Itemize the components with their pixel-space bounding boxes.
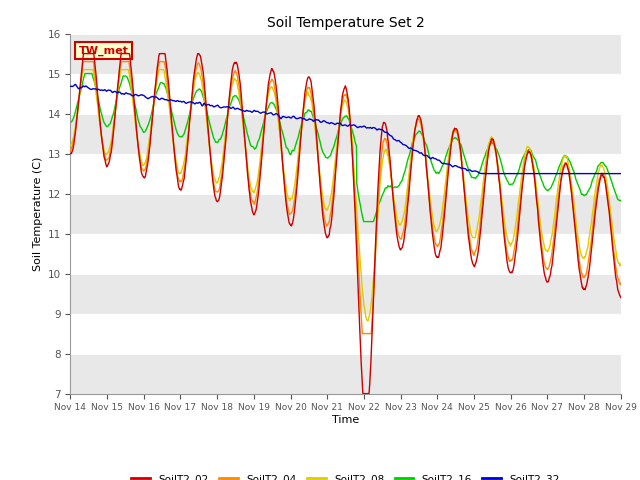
SoilT2_04 [95,107,102,113]
Bar [70,73,621,114]
SoilT2_08 [320,199,328,205]
Bar [70,154,621,193]
SoilT2_32 [95,86,102,92]
SoilT2_04 [602,180,609,186]
SoilT2_02 [335,135,342,141]
Bar [70,193,621,234]
SoilT2_04 [320,211,328,216]
Text: TW_met: TW_met [79,46,129,56]
Bar [70,274,621,313]
Bar [70,234,621,274]
SoilT2_08 [617,261,625,267]
SoilT2_08 [601,171,609,177]
SoilT2_32 [335,120,342,126]
Line: SoilT2_32: SoilT2_32 [70,84,621,174]
SoilT2_02 [602,180,609,186]
SoilT2_02 [359,391,367,396]
SoilT2_04 [79,59,87,64]
SoilT2_08 [500,217,508,223]
SoilT2_08 [335,130,342,136]
Bar [70,354,621,394]
SoilT2_02 [500,235,508,240]
SoilT2_02 [95,103,102,108]
SoilT2_16 [67,120,74,126]
SoilT2_02 [67,151,74,156]
SoilT2_08 [364,318,372,324]
Line: SoilT2_02: SoilT2_02 [70,54,621,394]
SoilT2_16 [95,99,102,105]
Title: Soil Temperature Set 2: Soil Temperature Set 2 [267,16,424,30]
Bar [70,34,621,73]
SoilT2_16 [617,198,625,204]
SoilT2_16 [81,71,89,76]
SoilT2_32 [617,171,625,177]
SoilT2_32 [320,118,328,124]
SoilT2_08 [67,143,74,148]
SoilT2_32 [500,171,508,177]
SoilT2_16 [500,171,508,177]
SoilT2_32 [72,82,79,87]
SoilT2_02 [617,295,625,300]
SoilT2_08 [95,113,102,119]
SoilT2_04 [601,179,609,185]
SoilT2_04 [67,147,74,153]
SoilT2_04 [500,228,508,234]
SoilT2_04 [617,281,625,287]
Bar [70,313,621,354]
SoilT2_32 [478,171,486,177]
SoilT2_04 [335,133,342,139]
SoilT2_16 [335,128,342,133]
SoilT2_16 [360,219,368,225]
Y-axis label: Soil Temperature (C): Soil Temperature (C) [33,156,44,271]
SoilT2_16 [602,163,609,169]
Line: SoilT2_08: SoilT2_08 [70,70,621,321]
X-axis label: Time: Time [332,415,359,425]
SoilT2_02 [320,219,328,225]
SoilT2_08 [79,67,87,72]
SoilT2_32 [67,83,74,89]
SoilT2_16 [320,151,328,156]
SoilT2_16 [601,163,609,168]
Legend: SoilT2_02, SoilT2_04, SoilT2_08, SoilT2_16, SoilT2_32: SoilT2_02, SoilT2_04, SoilT2_08, SoilT2_… [127,470,564,480]
SoilT2_04 [358,331,366,336]
SoilT2_02 [80,51,88,57]
SoilT2_08 [602,172,609,178]
Line: SoilT2_04: SoilT2_04 [70,61,621,334]
SoilT2_32 [602,171,609,177]
SoilT2_32 [601,171,609,177]
Bar [70,114,621,154]
SoilT2_02 [601,179,609,184]
Line: SoilT2_16: SoilT2_16 [70,73,621,222]
